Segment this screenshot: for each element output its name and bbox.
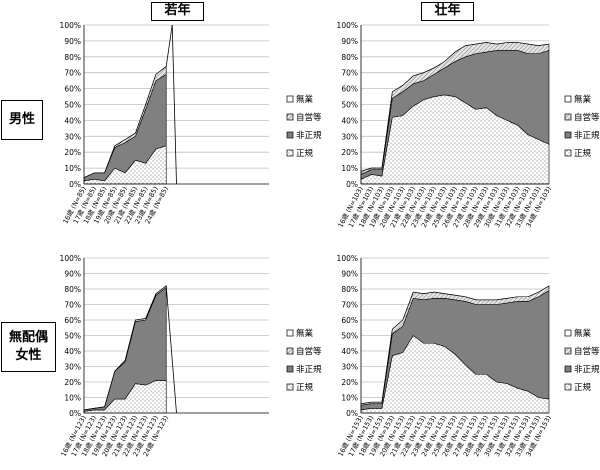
row-label-male-text: 男性 bbox=[8, 112, 35, 127]
legend-label: 自営等 bbox=[296, 112, 322, 123]
legend-label: 正規 bbox=[574, 382, 592, 393]
legend-swatch bbox=[286, 113, 294, 121]
panel-male-prime: 0%10%20%30%40%50%60%70%80%90%100%16歳 (N=… bbox=[336, 21, 600, 229]
y-tick-label: 10% bbox=[64, 394, 81, 403]
legend-label: 正規 bbox=[574, 148, 592, 159]
tail-line bbox=[165, 24, 173, 67]
y-tick-label: 60% bbox=[341, 316, 358, 325]
y-tick-label: 10% bbox=[341, 164, 358, 173]
y-tick-label: 50% bbox=[341, 332, 358, 341]
row-label-male: 男性 bbox=[1, 100, 43, 140]
y-tick-label: 0% bbox=[346, 180, 358, 189]
panel-female-young: 0%10%20%30%40%50%60%70%80%90%100%16歳 (N=… bbox=[59, 254, 322, 458]
y-tick-label: 40% bbox=[64, 347, 81, 356]
area-無業 bbox=[360, 285, 550, 404]
y-tick-label: 90% bbox=[341, 270, 358, 279]
legend-swatch bbox=[564, 365, 572, 373]
y-tick-label: 20% bbox=[341, 148, 358, 157]
legend-label: 無業 bbox=[574, 94, 592, 105]
panel-male-young: 0%10%20%30%40%50%60%70%80%90%100%16歳 (N=… bbox=[60, 21, 322, 225]
legend-label: 非正規 bbox=[296, 130, 322, 141]
legend-label: 無業 bbox=[296, 328, 314, 339]
y-tick-label: 60% bbox=[341, 85, 358, 94]
y-tick-label: 90% bbox=[341, 37, 358, 46]
y-tick-label: 20% bbox=[64, 378, 81, 387]
panel-female-prime: 0%10%20%30%40%50%60%70%80%90%100%16歳 (N=… bbox=[336, 254, 600, 458]
y-tick-label: 60% bbox=[64, 316, 81, 325]
y-tick-label: 30% bbox=[64, 132, 81, 141]
y-tick-label: 90% bbox=[64, 270, 81, 279]
y-tick-label: 50% bbox=[341, 101, 358, 110]
legend-label: 正規 bbox=[296, 382, 314, 393]
y-tick-label: 70% bbox=[341, 69, 358, 78]
y-tick-label: 70% bbox=[64, 69, 81, 78]
legend-label: 自営等 bbox=[574, 112, 600, 123]
legend-swatch bbox=[286, 365, 294, 373]
legend-label: 自営等 bbox=[574, 346, 600, 357]
y-tick-label: 0% bbox=[69, 180, 81, 189]
header-young: 若年 bbox=[151, 2, 204, 21]
y-tick-label: 30% bbox=[64, 363, 81, 372]
legend-label: 正規 bbox=[296, 148, 314, 159]
legend-label: 非正規 bbox=[296, 364, 322, 375]
y-tick-label: 100% bbox=[60, 21, 81, 30]
y-tick-label: 100% bbox=[337, 21, 358, 30]
y-tick-label: 30% bbox=[341, 132, 358, 141]
legend-swatch bbox=[286, 95, 294, 103]
y-tick-label: 40% bbox=[64, 116, 81, 125]
y-tick-label: 0% bbox=[346, 409, 358, 418]
legend-swatch bbox=[286, 329, 294, 337]
y-tick-label: 50% bbox=[64, 101, 81, 110]
y-tick-label: 70% bbox=[64, 301, 81, 310]
legend-swatch bbox=[564, 95, 572, 103]
y-tick-label: 0% bbox=[69, 409, 81, 418]
y-tick-label: 20% bbox=[341, 378, 358, 387]
legend-swatch bbox=[564, 347, 572, 355]
legend-swatch bbox=[564, 383, 572, 391]
legend-label: 自営等 bbox=[296, 346, 322, 357]
y-tick-label: 30% bbox=[341, 363, 358, 372]
y-tick-label: 80% bbox=[64, 53, 81, 62]
legend-label: 無業 bbox=[296, 94, 314, 105]
y-tick-label: 60% bbox=[64, 85, 81, 94]
legend-swatch bbox=[286, 131, 294, 139]
y-tick-label: 20% bbox=[64, 148, 81, 157]
y-tick-label: 70% bbox=[341, 301, 358, 310]
y-tick-label: 50% bbox=[64, 332, 81, 341]
legend-swatch bbox=[286, 383, 294, 391]
y-tick-label: 100% bbox=[60, 254, 81, 263]
legend-swatch bbox=[564, 329, 572, 337]
y-tick-label: 10% bbox=[64, 164, 81, 173]
tail-line bbox=[165, 285, 177, 414]
y-tick-label: 80% bbox=[341, 285, 358, 294]
area-無業 bbox=[360, 42, 550, 172]
header-prime: 壮年 bbox=[421, 2, 474, 21]
row-label-female-line1: 無配偶 bbox=[8, 330, 48, 345]
row-label-female: 無配偶 女性 bbox=[1, 322, 56, 372]
legend-swatch bbox=[286, 149, 294, 157]
legend-label: 非正規 bbox=[574, 130, 600, 141]
tail-line bbox=[171, 24, 177, 185]
y-tick-label: 40% bbox=[341, 347, 358, 356]
legend-swatch bbox=[564, 113, 572, 121]
y-tick-label: 10% bbox=[341, 394, 358, 403]
y-tick-label: 90% bbox=[64, 37, 81, 46]
row-label-female-line2: 女性 bbox=[15, 348, 42, 363]
legend-label: 非正規 bbox=[574, 364, 600, 375]
legend-label: 無業 bbox=[574, 328, 592, 339]
legend-swatch bbox=[286, 347, 294, 355]
legend-swatch bbox=[564, 149, 572, 157]
y-tick-label: 40% bbox=[341, 116, 358, 125]
y-tick-label: 100% bbox=[337, 254, 358, 263]
y-tick-label: 80% bbox=[341, 53, 358, 62]
legend-swatch bbox=[564, 131, 572, 139]
y-tick-label: 80% bbox=[64, 285, 81, 294]
